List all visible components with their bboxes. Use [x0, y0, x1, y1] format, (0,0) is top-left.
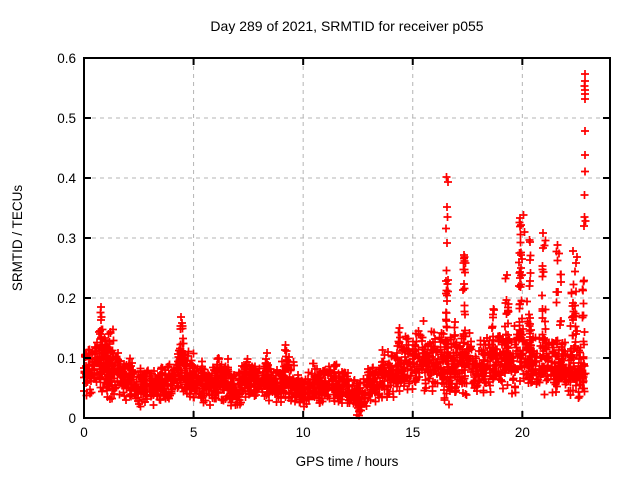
x-axis-label: GPS time / hours	[296, 454, 399, 469]
y-tick-label: 0.3	[57, 231, 76, 246]
x-tick-label: 0	[80, 425, 88, 440]
y-tick-label: 0	[68, 411, 76, 426]
x-tick-label: 10	[296, 425, 311, 440]
y-tick-label: 0.6	[57, 51, 76, 66]
grid-lines	[84, 58, 610, 418]
y-tick-label: 0.1	[57, 351, 76, 366]
y-tick-label: 0.2	[57, 291, 76, 306]
y-axis-label: SRMTID / TECUs	[10, 185, 25, 292]
y-tick-label: 0.4	[57, 171, 76, 186]
chart-title: Day 289 of 2021, SRMTID for receiver p05…	[210, 18, 483, 34]
x-tick-label: 15	[405, 425, 420, 440]
y-tick-label: 0.5	[57, 111, 76, 126]
tick-marks	[83, 57, 610, 419]
x-tick-label: 5	[190, 425, 198, 440]
tick-labels: 0 5 10 15 20 0 0.1 0.2 0.3 0.4 0.5 0.6	[57, 51, 530, 440]
x-tick-label: 20	[515, 425, 530, 440]
